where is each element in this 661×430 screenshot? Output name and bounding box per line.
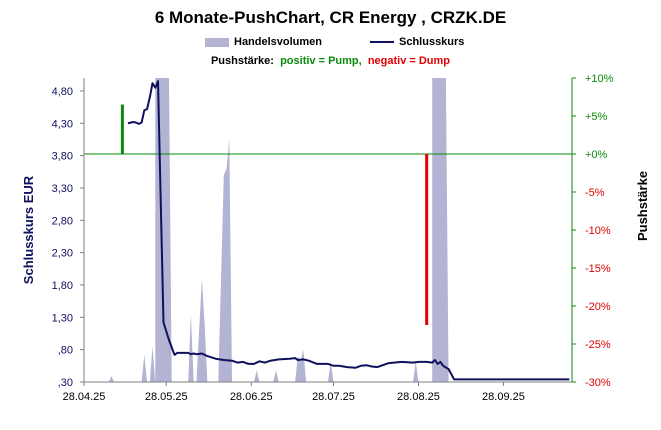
y-left-tick-label: 2,30 [52,248,73,260]
y-left-tick-label: 1,30 [52,312,73,324]
push-strength-legend: Pushstärke: positiv = Pump, negativ = Du… [0,55,661,67]
x-tick-label: 28.05.25 [145,391,188,403]
legend-volume-label: Handelsvolumen [234,36,323,48]
chart-legend: Handelsvolumen Schlusskurs [0,36,661,52]
y-right-tick-label: +10% [585,73,614,85]
push-strength-label: Pushstärke: [210,55,274,67]
legend-close-label: Schlusskurs [399,36,465,48]
x-tick-label: 28.07.25 [312,391,355,403]
y-right-tick-label: +0% [585,149,608,161]
y-left-tick-label: ,80 [58,345,73,357]
y-right-tick-label: -20% [585,301,611,313]
y-left-axis-title: Schlusskurs EUR [21,175,36,284]
x-tick-label: 28.08.25 [397,391,440,403]
y-left-tick-label: 3,80 [52,151,73,163]
y-right-tick-label: -10% [585,225,611,237]
y-right-tick-label: -25% [585,339,611,351]
x-tick-label: 28.09.25 [482,391,525,403]
chart-title: 6 Monate-PushChart, CR Energy , CRZK.DE [154,8,507,27]
y-left-tick-label: 3,30 [52,183,73,195]
push-positive-label: positiv = Pump, [280,55,362,67]
y-right-tick-label: +5% [585,111,608,123]
y-right-tick-label: -30% [585,377,611,389]
push-negative-label: negativ = Dump [367,55,451,67]
y-left-tick-label: ,30 [58,377,73,389]
close-line [127,80,570,381]
legend-volume-swatch [205,37,229,47]
y-right-tick-label: -5% [585,187,605,199]
y-right-tick-label: -15% [585,263,611,275]
y-left-tick-label: 2,80 [52,215,73,227]
y-left-tick-label: 1,80 [52,280,73,292]
x-tick-label: 28.06.25 [230,391,273,403]
y-left-tick-label: 4,30 [52,118,73,130]
legend-volume: Handelsvolumen [205,36,322,48]
legend-close-swatch [370,41,394,43]
x-tick-label: 28.04.25 [63,391,106,403]
legend-close: Schlusskurs [370,36,464,48]
y-right-axis-title: Pushstärke [635,171,650,241]
y-left-tick-label: 4,80 [52,86,73,98]
